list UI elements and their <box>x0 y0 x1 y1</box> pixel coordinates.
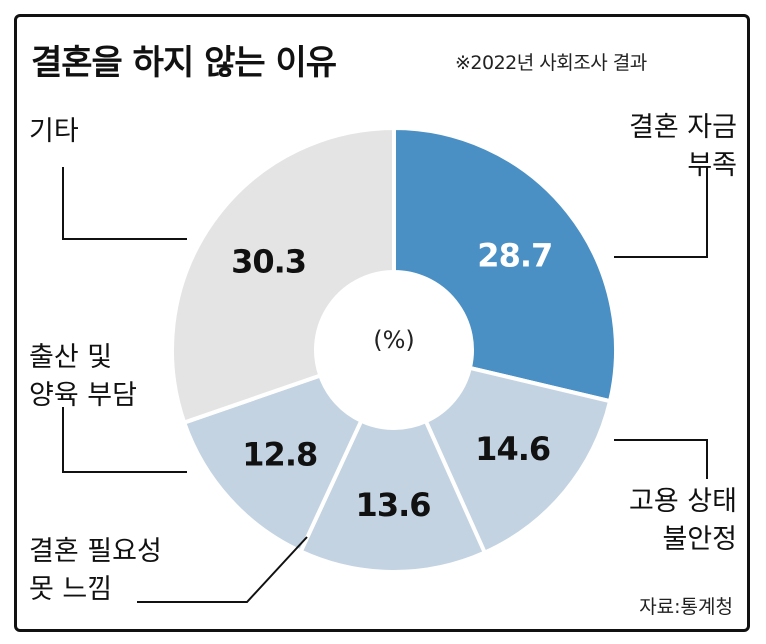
chart-subtitle: ※2022년 사회조사 결과 <box>455 52 647 74</box>
chart-frame: 결혼을 하지 않는 이유 ※2022년 사회조사 결과 28.7 14.6 13.6… <box>14 14 750 632</box>
donut-slice-3 <box>181 372 364 555</box>
slice-label-2: 결혼 필요성 못 느낌 <box>29 533 162 609</box>
slice-label-1-line-2: 불안정 <box>662 524 737 555</box>
donut-slice-4 <box>170 125 396 426</box>
slice-label-0: 결혼 자금 부족 <box>629 109 737 185</box>
slice-label-3-line-1: 출산 및 <box>29 342 113 373</box>
leader-line-4 <box>62 167 187 240</box>
slice-value-2: 13.6 <box>356 486 431 524</box>
donut-slice-1 <box>423 365 613 556</box>
source-note: 자료:통계청 <box>639 596 733 618</box>
unit-label: (%) <box>373 326 415 354</box>
donut-slice-2 <box>298 418 488 574</box>
slice-label-1: 고용 상태 불안정 <box>629 483 737 559</box>
slice-label-0-line-2: 부족 <box>687 150 737 181</box>
slice-value-1: 14.6 <box>475 430 550 468</box>
slice-label-1-line-1: 고용 상태 <box>629 486 737 517</box>
slice-label-2-line-2: 못 느낌 <box>29 574 113 605</box>
slice-value-4: 30.3 <box>231 243 306 281</box>
leader-line-0 <box>614 167 708 258</box>
slice-label-3-line-2: 양육 부담 <box>29 380 137 411</box>
slice-label-0-line-1: 결혼 자금 <box>629 112 737 143</box>
leader-line-3 <box>62 407 187 473</box>
leader-line-2 <box>137 536 308 603</box>
slice-label-4: 기타 <box>29 113 79 151</box>
slice-value-3: 12.8 <box>242 435 317 473</box>
slice-value-0: 28.7 <box>477 236 552 274</box>
donut-chart: 28.7 14.6 13.6 12.8 30.3 (%) <box>62 125 708 603</box>
leader-line-1 <box>614 439 708 479</box>
slice-label-4-line-1: 기타 <box>29 116 79 147</box>
slice-label-2-line-1: 결혼 필요성 <box>29 536 162 567</box>
donut-slice-0 <box>392 125 618 404</box>
chart-title: 결혼을 하지 않는 이유 <box>31 43 337 83</box>
slice-label-3: 출산 및 양육 부담 <box>29 339 137 415</box>
